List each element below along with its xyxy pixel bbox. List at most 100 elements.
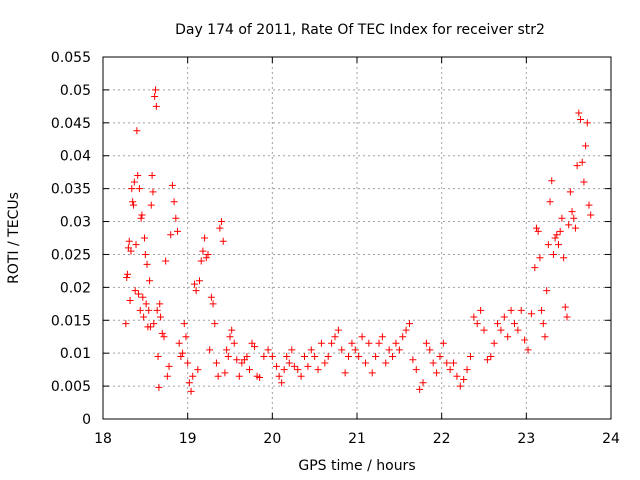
data-point (487, 352, 495, 360)
data-point (382, 359, 390, 367)
y-tick-label: 0.015 (51, 313, 91, 329)
data-point (294, 366, 302, 374)
data-point (314, 366, 322, 374)
y-tick-label: 0.005 (51, 379, 91, 395)
data-point (182, 333, 190, 341)
data-point (582, 142, 590, 150)
data-point (450, 359, 458, 367)
data-point (556, 227, 564, 235)
y-tick-label: 0.025 (51, 247, 91, 263)
data-point (163, 372, 171, 380)
data-point (507, 306, 515, 314)
data-point (585, 201, 593, 209)
y-tick-label: 0.03 (60, 215, 91, 231)
data-point (256, 374, 264, 382)
data-point (192, 287, 200, 295)
data-point (553, 231, 561, 239)
data-point (212, 359, 220, 367)
data-point (143, 260, 151, 268)
data-point (223, 346, 231, 354)
data-point (466, 352, 474, 360)
data-point (483, 356, 491, 364)
data-point (399, 333, 407, 341)
x-tick-label: 22 (433, 431, 451, 447)
data-point (504, 333, 512, 341)
x-tick-label: 21 (348, 431, 366, 447)
data-point (560, 254, 568, 262)
data-point (278, 379, 286, 387)
data-point (224, 352, 232, 360)
data-point (426, 346, 434, 354)
data-point (524, 346, 532, 354)
data-point (577, 116, 585, 124)
data-point (131, 287, 139, 295)
data-point (174, 227, 182, 235)
data-point (260, 352, 268, 360)
data-point (132, 241, 140, 249)
data-point (480, 326, 488, 334)
data-point (221, 369, 229, 377)
data-point (297, 372, 305, 380)
data-point (194, 366, 202, 374)
data-point (341, 369, 349, 377)
data-point (189, 372, 197, 380)
data-point (372, 352, 380, 360)
data-point (510, 320, 518, 328)
data-point (392, 339, 400, 347)
data-point (463, 366, 471, 374)
data-point (175, 339, 183, 347)
data-point (536, 254, 544, 262)
data-point (214, 372, 222, 380)
data-point (209, 300, 217, 308)
data-point (130, 178, 138, 186)
data-point (151, 92, 159, 100)
data-point (123, 273, 131, 281)
data-point (402, 326, 410, 334)
data-point (405, 320, 413, 328)
data-point (125, 237, 133, 245)
data-point (149, 188, 157, 196)
chart-title: Day 174 of 2011, Rate Of TEC Index for r… (175, 22, 545, 38)
data-point (158, 329, 166, 337)
data-point (202, 254, 210, 262)
data-point (385, 346, 393, 354)
data-point (521, 336, 529, 344)
x-axis-label: GPS time / hours (298, 458, 415, 474)
data-point (575, 109, 583, 117)
data-point (126, 297, 134, 305)
data-point (140, 234, 148, 242)
data-point (243, 352, 251, 360)
data-point (141, 250, 149, 258)
data-point (283, 352, 291, 360)
data-point (546, 198, 554, 206)
data-point (251, 343, 259, 351)
data-point (226, 333, 234, 341)
data-point (365, 339, 373, 347)
data-point (416, 385, 424, 393)
data-point (331, 333, 339, 341)
data-point (517, 306, 525, 314)
data-point (184, 359, 192, 367)
data-point (151, 86, 159, 94)
x-tick-label: 19 (179, 431, 197, 447)
tick-layer: 18 19 20 21 22 23 24 0 0.005 0.01 0.015 0.02 0.025 0.… (51, 50, 620, 447)
data-point (531, 264, 539, 272)
data-point (389, 352, 397, 360)
data-point (170, 198, 178, 206)
data-point (378, 333, 386, 341)
data-point (187, 387, 195, 395)
data-point (233, 356, 241, 364)
data-point (264, 346, 272, 354)
data-point (541, 333, 549, 341)
data-point (148, 171, 156, 179)
y-axis-label: ROTI / TECUs (6, 192, 22, 284)
y-tick-label: 0.04 (60, 149, 91, 165)
data-point (429, 359, 437, 367)
data-point (433, 369, 441, 377)
data-point (578, 158, 586, 166)
y-tick-label: 0.055 (51, 50, 91, 66)
data-point (168, 181, 176, 189)
data-point (571, 224, 579, 232)
data-point (395, 346, 403, 354)
data-point (211, 320, 219, 328)
